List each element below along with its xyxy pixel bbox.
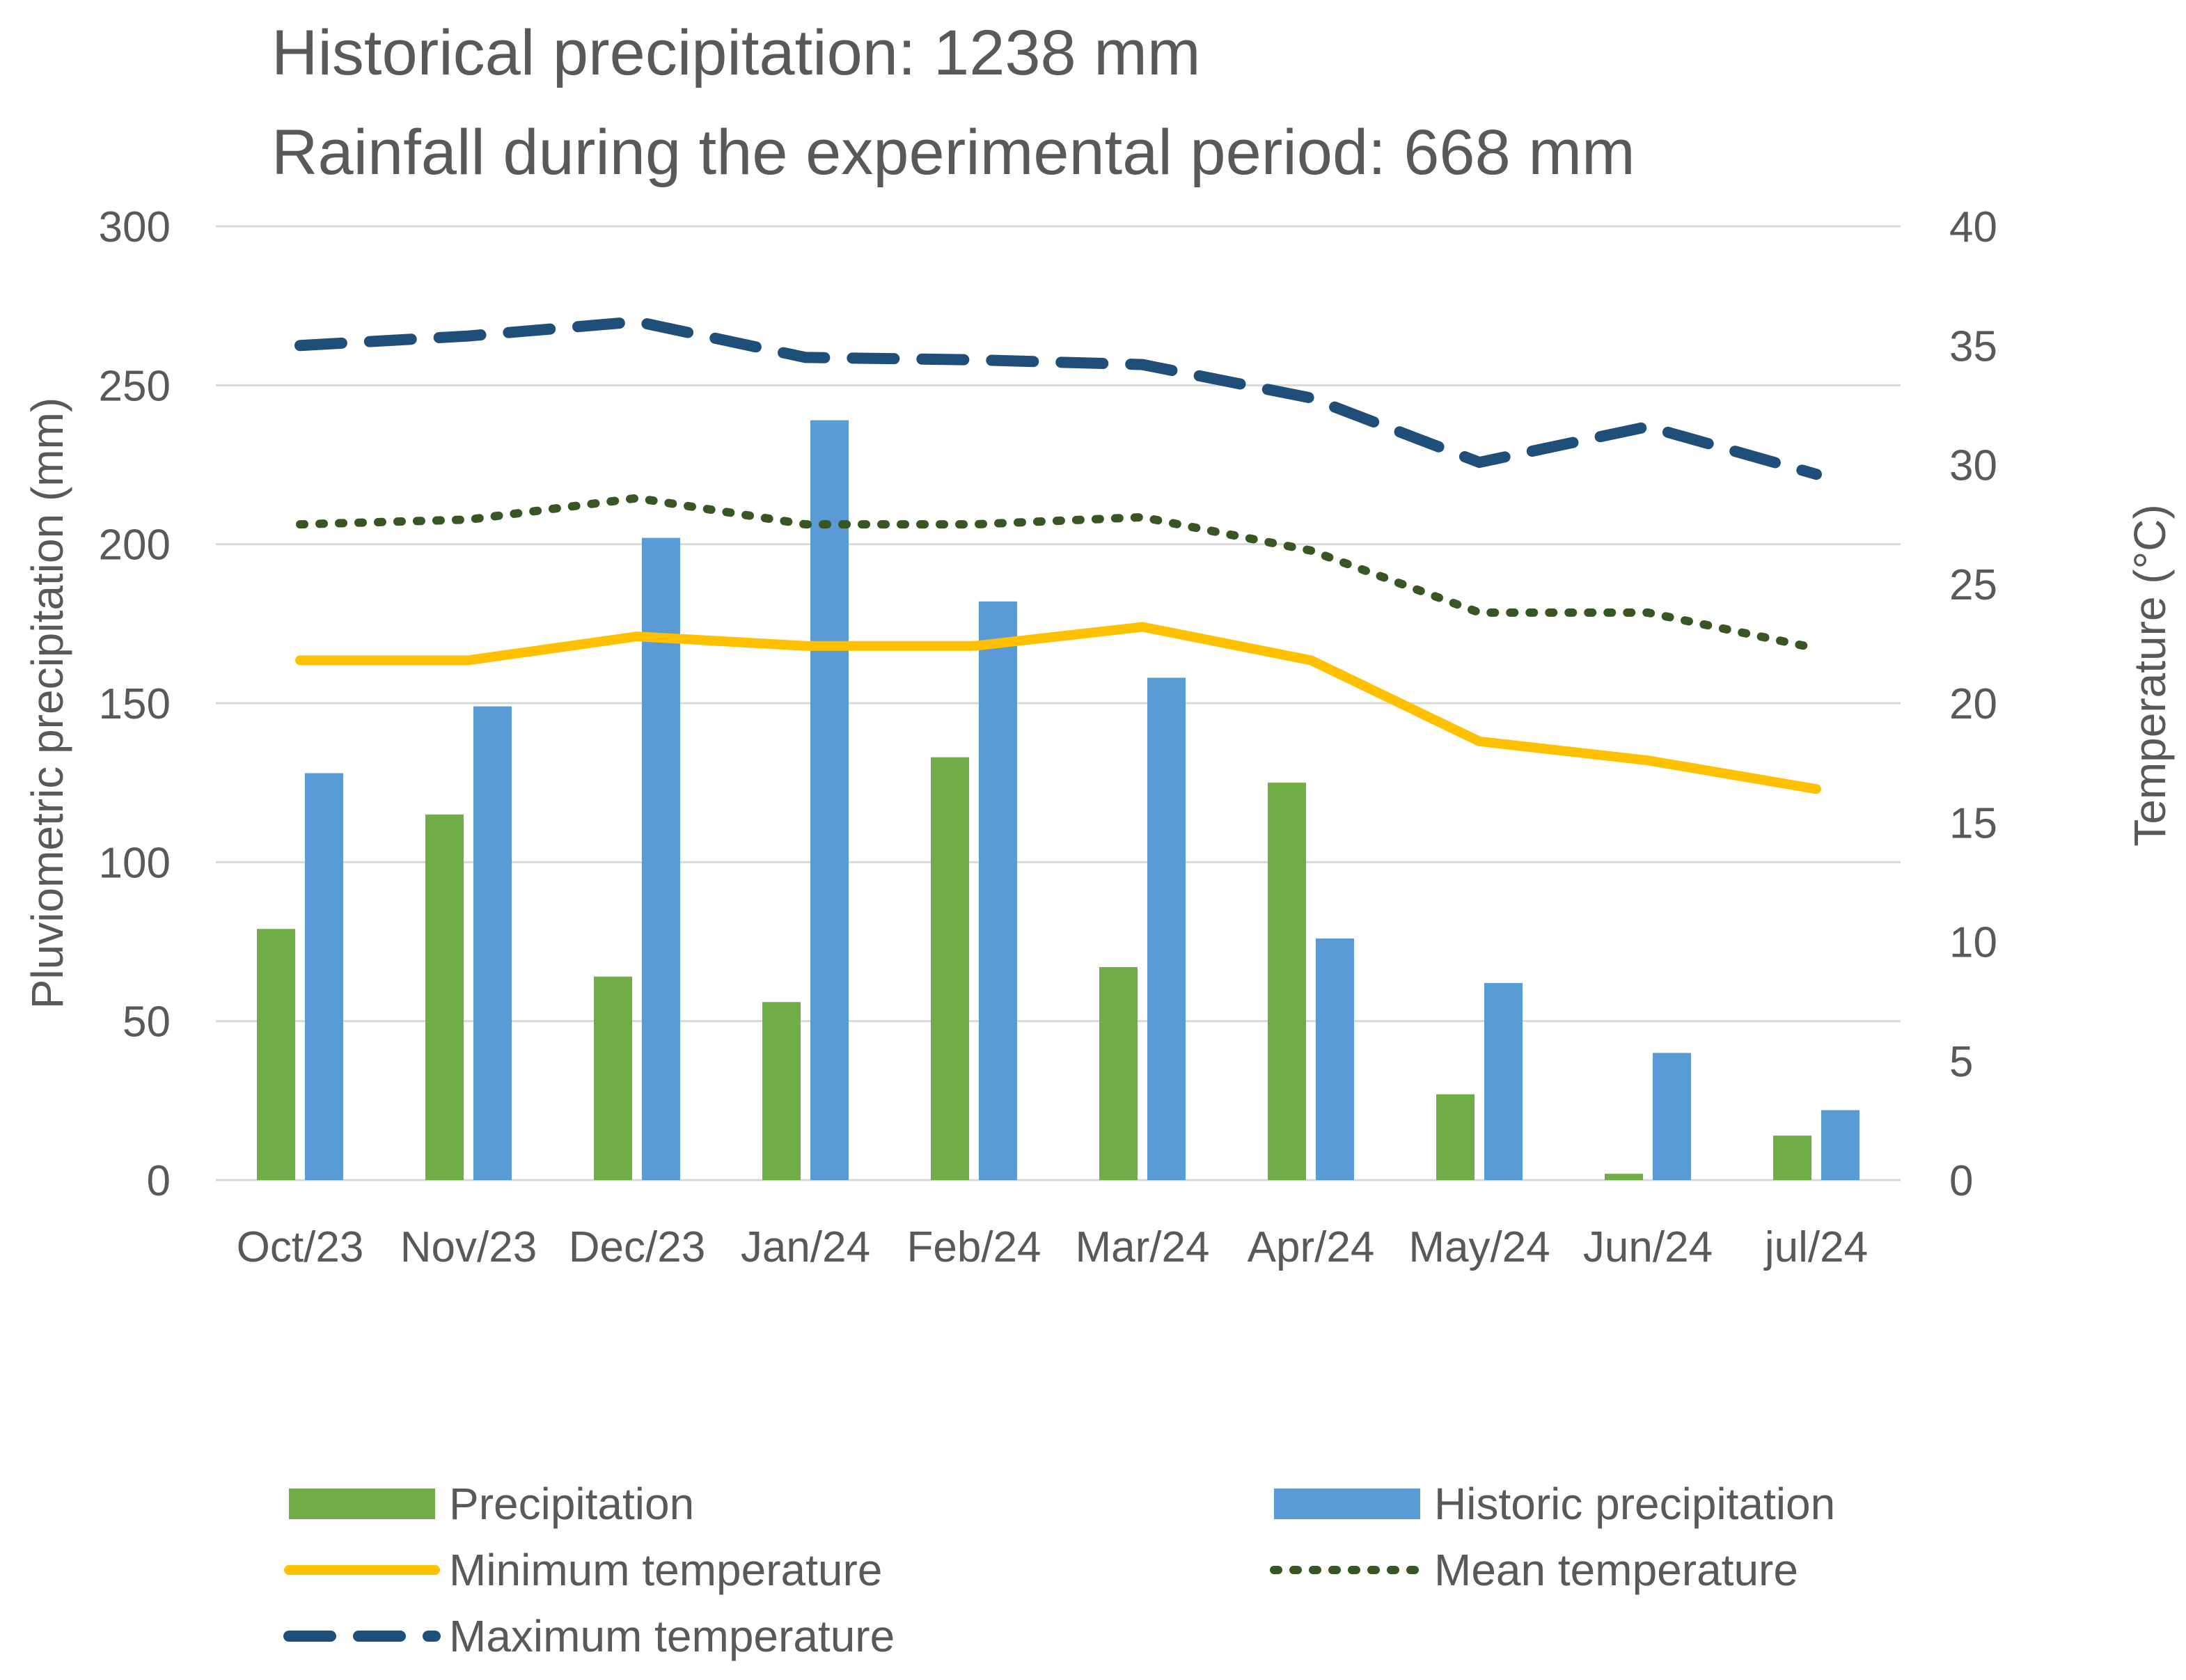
line-series [294,315,1822,794]
x-tick-label: Feb/24 [906,1223,1041,1271]
bar-precipitation [1268,783,1306,1180]
y-right-tick-label: 10 [1949,919,1997,967]
legend-mean-temperature: Mean temperature [1270,1545,1798,1595]
legend-historic-precipitation: Historic precipitation [1274,1479,1835,1529]
legend: Precipitation Historic precipitation Minim… [283,1479,1835,1661]
bar-historic-precipitation [810,420,849,1180]
bar-precipitation [762,1002,801,1180]
y-left-tick-label: 150 [99,680,171,728]
bar-historic-precipitation [642,537,680,1180]
gridlines [216,225,1901,1182]
mean-temperature-line [296,494,1821,653]
chart-title-line-1: Historical precipitation: 1238 mm [272,17,1201,88]
min-temperature-line [295,622,1821,794]
legend-minimum-temperature: Minimum temperature [284,1545,882,1595]
legend-precipitation: Precipitation [289,1479,694,1529]
max-temperature-line [294,315,1822,480]
y-right-tick-label: 15 [1949,799,1997,847]
right-axis-ticks: 0 5 10 15 20 25 30 35 40 [1949,203,1997,1205]
legend-maximum-temperature: Maximum temperature [283,1611,895,1661]
bar-historic-precipitation [473,706,512,1180]
bar-historic-precipitation [1484,982,1523,1180]
y-right-tick-label: 30 [1949,442,1997,490]
chart-title-line-2: Rainfall during the experimental period:… [272,117,1635,188]
y-axis-left-title: Pluviometric precipitation (mm) [22,398,72,1009]
bar-historic-precipitation [1316,938,1354,1180]
legend-label: Historic precipitation [1434,1479,1835,1529]
legend-swatch [289,1489,435,1519]
y-right-tick-label: 20 [1949,680,1997,728]
x-tick-label: Apr/24 [1248,1223,1375,1271]
y-right-tick-label: 5 [1949,1038,1973,1086]
bar-precipitation [1436,1094,1475,1180]
x-tick-label: Jun/24 [1583,1223,1713,1271]
y-left-tick-label: 0 [147,1157,171,1205]
bar-precipitation [257,929,295,1180]
y-left-tick-label: 300 [99,203,171,251]
y-right-tick-label: 40 [1949,203,1997,251]
bar-historic-precipitation [305,773,343,1180]
legend-swatch [1274,1489,1420,1519]
legend-label: Minimum temperature [449,1545,882,1595]
bar-precipitation [1099,967,1138,1180]
x-tick-label: Mar/24 [1076,1223,1210,1271]
y-right-tick-label: 35 [1949,322,1997,370]
x-axis-ticks: Oct/23 Nov/23 Dec/23 Jan/24 Feb/24 Mar/24 Apr/… [237,1223,1868,1271]
bar-precipitation [931,757,969,1180]
legend-label: Mean temperature [1434,1545,1798,1595]
y-left-tick-label: 50 [123,998,171,1046]
bar-historic-precipitation [1821,1110,1859,1180]
x-tick-label: Jan/24 [741,1223,870,1271]
bar-precipitation [1605,1173,1643,1180]
legend-label: Maximum temperature [449,1611,895,1661]
bar-precipitation [1773,1136,1811,1180]
y-right-tick-label: 25 [1949,561,1997,609]
bar-historic-precipitation [1653,1053,1691,1180]
legend-label: Precipitation [449,1479,694,1529]
x-tick-label: jul/24 [1763,1223,1868,1271]
bar-precipitation [594,976,632,1180]
bar-series [257,420,1859,1180]
x-tick-label: Nov/23 [400,1223,537,1271]
y-left-tick-label: 250 [99,362,171,410]
y-left-tick-label: 100 [99,839,171,887]
bar-precipitation [425,814,464,1180]
bar-historic-precipitation [979,601,1017,1180]
x-tick-label: May/24 [1408,1223,1550,1271]
y-axis-right-title: Temperature (°C) [2125,504,2175,847]
left-axis-ticks: 0 50 100 150 200 250 300 [99,203,171,1205]
bar-historic-precipitation [1147,677,1186,1180]
x-tick-label: Oct/23 [237,1223,364,1271]
y-right-tick-label: 0 [1949,1157,1973,1205]
y-left-tick-label: 200 [99,521,171,570]
x-tick-label: Dec/23 [569,1223,705,1271]
